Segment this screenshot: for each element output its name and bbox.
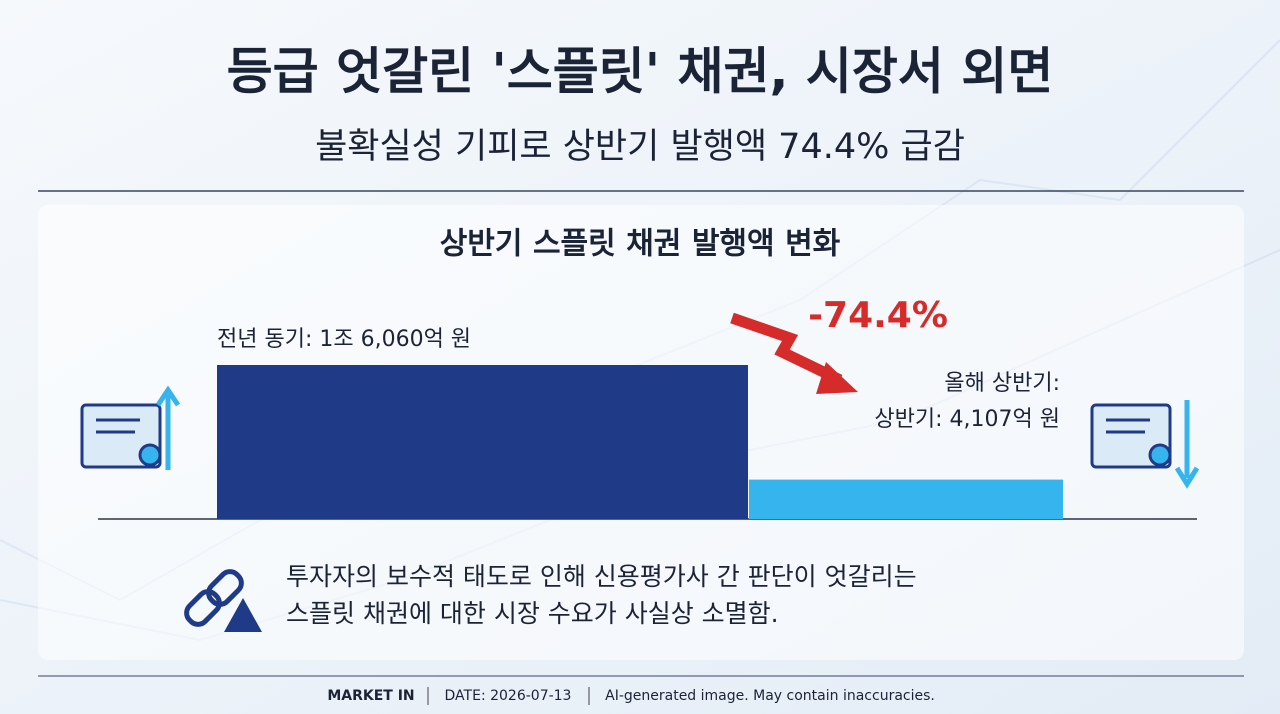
title: 등급 엇갈린 '스플릿' 채권, 시장서 외면 [227, 43, 1054, 101]
footer-source: MARKET IN [327, 688, 414, 704]
certificate-up-icon [80, 385, 181, 470]
value-label: 전년 동기: 1조 6,060억 원 [217, 327, 471, 352]
decline-arrow [730, 312, 858, 394]
bar [749, 479, 1063, 519]
period-label: 올해 상반기: [944, 371, 1060, 396]
footer-date: DATE: 2026-07-13 [445, 688, 572, 704]
change-label: -74.4% [808, 295, 948, 336]
chart-title: 상반기 스플릿 채권 발행액 변화 [440, 227, 841, 262]
note-line: 스플릿 채권에 대한 시장 수요가 사실상 소멸함. [286, 599, 779, 628]
bar [217, 365, 748, 519]
note-line: 투자자의 보수적 태도로 인해 신용평가사 간 판단이 엇갈리는 [286, 562, 917, 591]
subtitle: 불확실성 기피로 상반기 발행액 74.4% 급감 [315, 127, 965, 167]
footer-disclaimer: AI-generated image. May contain inaccura… [605, 688, 935, 704]
certificate-down-icon [1090, 400, 1200, 489]
value-label: 상반기: 4,107억 원 [874, 407, 1060, 432]
broken-link-icon [184, 569, 262, 632]
